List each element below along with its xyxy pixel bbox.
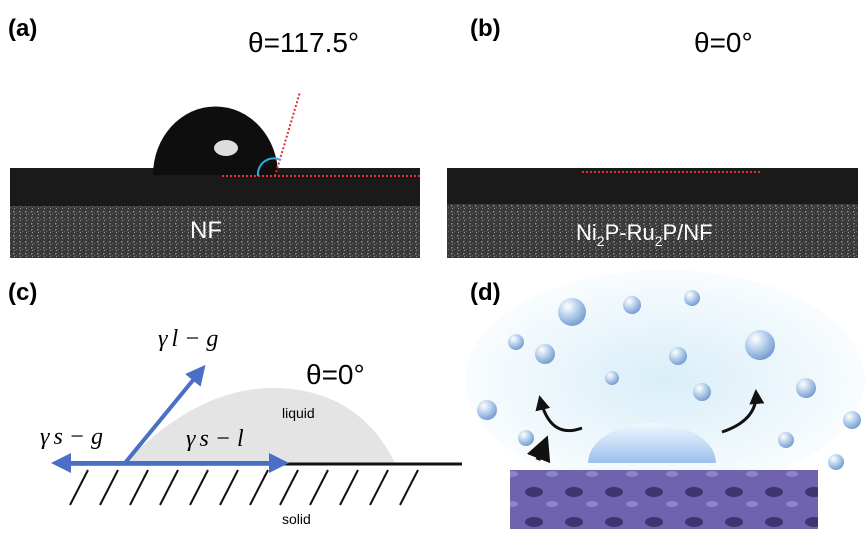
tangent [275,92,300,176]
panel-label: (b) [470,15,501,42]
figure: (a) θ=117.5° NF (b) θ=0° Ni2P-Ru2P/NF (c… [0,0,867,529]
reflection [214,140,238,156]
liquid-drop [125,388,395,463]
symbol: γ [40,424,50,450]
subscript: s − g [53,424,103,450]
subscript: 2 [655,233,663,249]
hatch [70,470,418,505]
symbol: γ [186,426,196,452]
subscript: l − g [171,326,218,352]
text: P/NF [663,220,713,245]
panel-label: (a) [8,15,37,42]
solid-label: solid [282,511,311,527]
substrate [510,470,818,529]
sample-label: Ni2P-Ru2P/NF [576,220,713,249]
panel-label: (c) [8,279,37,306]
subscript: 2 [597,233,605,249]
text: Ni [576,220,597,245]
droplet [153,106,278,175]
contact-angle: θ=0° [694,27,753,58]
page: (a) θ=117.5° NF (b) θ=0° Ni2P-Ru2P/NF (c… [0,0,867,529]
sample-label: NF [190,217,222,244]
subscript: s − l [199,426,244,452]
liquid-label: liquid [282,405,315,421]
text: P-Ru [605,220,655,245]
panel-label: (d) [470,279,501,306]
contact-angle: θ=117.5° [248,27,359,58]
substrate-top [447,168,858,204]
symbol: γ [158,326,168,352]
contact-angle: θ=0° [306,359,365,390]
